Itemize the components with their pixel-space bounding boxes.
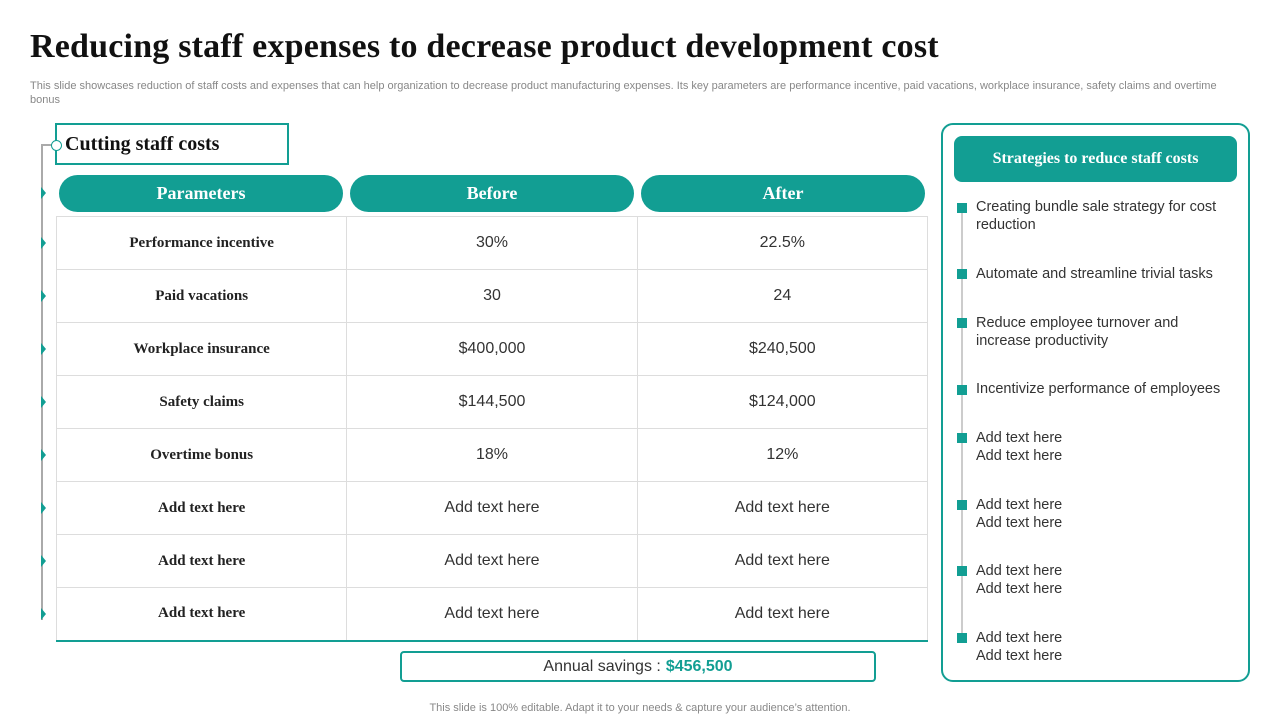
timeline-start-dot xyxy=(51,140,62,151)
strategies-rail xyxy=(961,206,963,639)
param-cell: Paid vacations xyxy=(55,269,348,323)
before-cell: 18% xyxy=(346,428,638,482)
square-bullet-icon xyxy=(957,385,967,395)
before-cell: Add text here xyxy=(346,587,638,642)
after-cell: 12% xyxy=(636,428,929,482)
param-cell: Safety claims xyxy=(55,375,348,429)
before-cell: Add text here xyxy=(346,534,638,588)
square-bullet-icon xyxy=(957,433,967,443)
slide-title: Reducing staff expenses to decrease prod… xyxy=(30,28,939,65)
after-cell: $124,000 xyxy=(636,375,929,429)
square-bullet-icon xyxy=(957,500,967,510)
after-cell: Add text here xyxy=(636,587,929,642)
strategy-item: Add text here Add text here xyxy=(976,497,1063,531)
annual-savings-box: Annual savings : $456,500 xyxy=(400,651,876,682)
square-bullet-icon xyxy=(957,633,967,643)
arrow-icon xyxy=(41,502,46,514)
timeline-connector xyxy=(41,144,56,146)
arrow-icon xyxy=(41,555,46,567)
savings-label: Annual savings : xyxy=(543,657,661,675)
after-cell: $240,500 xyxy=(636,322,929,376)
table-row: Safety claims $144,500 $124,000 xyxy=(55,375,929,429)
table-row: Paid vacations 30 24 xyxy=(55,269,929,323)
strategy-item: Automate and streamline trivial tasks xyxy=(976,266,1213,282)
arrow-icon xyxy=(41,187,46,199)
after-cell: 24 xyxy=(636,269,929,323)
param-cell: Add text here xyxy=(55,534,348,588)
arrow-icon xyxy=(41,237,46,249)
param-cell: Performance incentive xyxy=(55,216,348,270)
before-cell: Add text here xyxy=(346,481,638,535)
timeline-rail xyxy=(41,145,43,620)
strategy-item: Add text here Add text here xyxy=(976,630,1063,664)
param-cell: Overtime bonus xyxy=(55,428,348,482)
strategies-header: Strategies to reduce staff costs xyxy=(954,136,1237,182)
strategy-item: Add text here Add text here xyxy=(976,563,1063,597)
strategy-item: Reduce employee turnover and increase pr… xyxy=(976,315,1179,349)
strategy-item: Creating bundle sale strategy for cost r… xyxy=(976,199,1217,233)
arrow-icon xyxy=(41,396,46,408)
param-cell: Workplace insurance xyxy=(55,322,348,376)
table-row: Add text here Add text here Add text her… xyxy=(55,587,929,642)
table-row: Add text here Add text here Add text her… xyxy=(55,534,929,588)
header-before: Before xyxy=(350,175,634,212)
slide-subtitle: This slide showcases reduction of staff … xyxy=(30,80,1217,106)
arrow-icon xyxy=(41,343,46,355)
section-title: Cutting staff costs xyxy=(65,133,220,155)
before-cell: 30% xyxy=(346,216,638,270)
header-parameters: Parameters xyxy=(59,175,343,212)
strategy-item: Incentivize performance of employees xyxy=(976,381,1221,397)
arrow-icon xyxy=(41,449,46,461)
arrow-icon xyxy=(41,290,46,302)
before-cell: $400,000 xyxy=(346,322,638,376)
before-cell: $144,500 xyxy=(346,375,638,429)
square-bullet-icon xyxy=(957,269,967,279)
square-bullet-icon xyxy=(957,318,967,328)
after-cell: 22.5% xyxy=(636,216,929,270)
cost-table: Performance incentive 30% 22.5% Paid vac… xyxy=(55,216,929,642)
param-cell: Add text here xyxy=(55,587,348,642)
strategy-item: Add text here Add text here xyxy=(976,430,1063,464)
strategies-panel xyxy=(941,123,1250,682)
arrow-icon xyxy=(41,608,46,620)
table-row: Performance incentive 30% 22.5% xyxy=(55,216,929,270)
square-bullet-icon xyxy=(957,566,967,576)
table-row: Overtime bonus 18% 12% xyxy=(55,428,929,482)
square-bullet-icon xyxy=(957,203,967,213)
footer-note: This slide is 100% editable. Adapt it to… xyxy=(429,702,851,714)
savings-value: $456,500 xyxy=(665,657,733,675)
param-cell: Add text here xyxy=(55,481,348,535)
after-cell: Add text here xyxy=(636,481,929,535)
before-cell: 30 xyxy=(346,269,638,323)
table-row: Workplace insurance $400,000 $240,500 xyxy=(55,322,929,376)
table-row: Add text here Add text here Add text her… xyxy=(55,481,929,535)
after-cell: Add text here xyxy=(636,534,929,588)
header-after: After xyxy=(641,175,925,212)
